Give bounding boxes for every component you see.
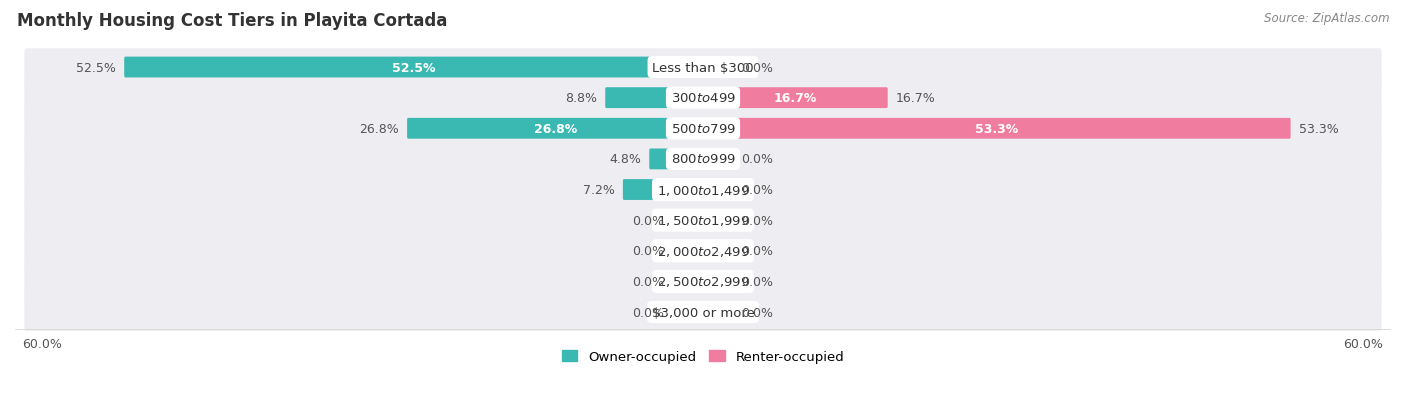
FancyBboxPatch shape <box>623 180 704 200</box>
Text: 16.7%: 16.7% <box>896 92 935 105</box>
FancyBboxPatch shape <box>24 263 1382 300</box>
Text: 0.0%: 0.0% <box>633 306 665 319</box>
FancyBboxPatch shape <box>24 202 1382 239</box>
FancyBboxPatch shape <box>124 57 704 78</box>
FancyBboxPatch shape <box>702 57 731 78</box>
FancyBboxPatch shape <box>24 233 1382 270</box>
FancyBboxPatch shape <box>24 171 1382 209</box>
FancyBboxPatch shape <box>675 271 704 292</box>
Legend: Owner-occupied, Renter-occupied: Owner-occupied, Renter-occupied <box>557 344 849 368</box>
Text: 16.7%: 16.7% <box>773 92 817 105</box>
Text: $500 to $799: $500 to $799 <box>671 123 735 135</box>
Text: 0.0%: 0.0% <box>633 214 665 227</box>
Text: 0.0%: 0.0% <box>741 184 773 197</box>
Text: $2,500 to $2,999: $2,500 to $2,999 <box>657 275 749 289</box>
Text: 53.3%: 53.3% <box>1299 123 1339 135</box>
Text: 0.0%: 0.0% <box>741 153 773 166</box>
Text: Monthly Housing Cost Tiers in Playita Cortada: Monthly Housing Cost Tiers in Playita Co… <box>17 12 447 30</box>
Text: 52.5%: 52.5% <box>76 62 117 74</box>
FancyBboxPatch shape <box>702 119 1291 139</box>
Text: 53.3%: 53.3% <box>974 123 1018 135</box>
FancyBboxPatch shape <box>702 271 731 292</box>
Text: 0.0%: 0.0% <box>741 244 773 258</box>
Text: 0.0%: 0.0% <box>741 214 773 227</box>
Text: 0.0%: 0.0% <box>633 275 665 288</box>
FancyBboxPatch shape <box>24 110 1382 147</box>
FancyBboxPatch shape <box>702 210 731 231</box>
Text: 26.8%: 26.8% <box>360 123 399 135</box>
Text: $3,000 or more: $3,000 or more <box>651 306 755 319</box>
Text: $2,000 to $2,499: $2,000 to $2,499 <box>657 244 749 258</box>
FancyBboxPatch shape <box>702 180 731 200</box>
FancyBboxPatch shape <box>24 294 1382 331</box>
FancyBboxPatch shape <box>702 149 731 170</box>
Text: 7.2%: 7.2% <box>583 184 614 197</box>
FancyBboxPatch shape <box>24 49 1382 86</box>
FancyBboxPatch shape <box>702 241 731 261</box>
Text: 8.8%: 8.8% <box>565 92 598 105</box>
Text: $1,000 to $1,499: $1,000 to $1,499 <box>657 183 749 197</box>
Text: 0.0%: 0.0% <box>741 62 773 74</box>
Text: 26.8%: 26.8% <box>534 123 576 135</box>
FancyBboxPatch shape <box>702 302 731 323</box>
FancyBboxPatch shape <box>408 119 704 139</box>
FancyBboxPatch shape <box>24 80 1382 117</box>
FancyBboxPatch shape <box>675 210 704 231</box>
FancyBboxPatch shape <box>702 88 887 109</box>
Text: $1,500 to $1,999: $1,500 to $1,999 <box>657 214 749 228</box>
Text: 4.8%: 4.8% <box>609 153 641 166</box>
Text: 0.0%: 0.0% <box>633 244 665 258</box>
Text: Less than $300: Less than $300 <box>652 62 754 74</box>
FancyBboxPatch shape <box>675 241 704 261</box>
Text: $300 to $499: $300 to $499 <box>671 92 735 105</box>
FancyBboxPatch shape <box>675 302 704 323</box>
Text: 52.5%: 52.5% <box>392 62 436 74</box>
Text: Source: ZipAtlas.com: Source: ZipAtlas.com <box>1264 12 1389 25</box>
Text: 0.0%: 0.0% <box>741 275 773 288</box>
FancyBboxPatch shape <box>605 88 704 109</box>
FancyBboxPatch shape <box>650 149 704 170</box>
FancyBboxPatch shape <box>24 141 1382 178</box>
Text: 0.0%: 0.0% <box>741 306 773 319</box>
Text: $800 to $999: $800 to $999 <box>671 153 735 166</box>
